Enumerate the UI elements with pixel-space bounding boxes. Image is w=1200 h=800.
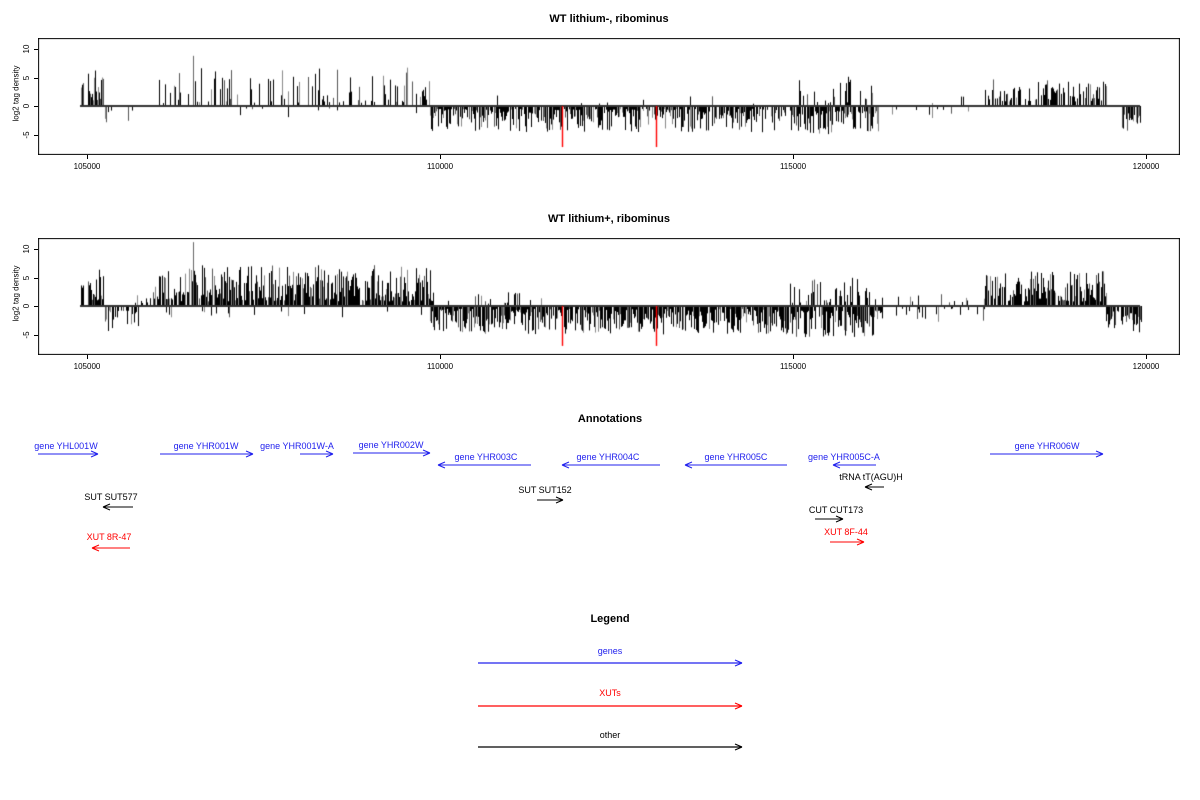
annotations-heading: Annotations (577, 413, 643, 425)
y-axis-tick (34, 306, 38, 307)
x-tick-label: 105000 (73, 362, 101, 371)
y-tick-label: 10 (22, 244, 31, 254)
x-axis-tick (440, 155, 441, 159)
gene-annotation-label: gene YHR006W (1014, 441, 1080, 451)
legend-item-label: XUTs (599, 688, 621, 698)
x-tick-label: 110000 (426, 162, 454, 171)
y-tick-label: -5 (22, 130, 31, 139)
feature-annotation-arrow (102, 503, 133, 511)
gene-annotation-label: gene YHR001W-A (260, 441, 334, 451)
x-axis-tick (1146, 355, 1147, 359)
xut-annotation-label: XUT 8R-47 (86, 532, 132, 542)
x-tick-label: 120000 (1132, 162, 1160, 171)
xut-annotation-arrow (830, 538, 865, 546)
y-axis-tick (34, 77, 38, 79)
y-tick-label: 5 (22, 275, 31, 280)
legend-item-arrow (478, 659, 743, 667)
xut-annotation-label: XUT 8F-44 (824, 527, 868, 537)
legend-item-label: other (599, 730, 621, 740)
x-tick-label: 115000 (779, 362, 807, 371)
x-tick-label: 110000 (426, 362, 454, 371)
y-axis-tick (34, 249, 38, 250)
feature-annotation-label: SUT SUT577 (84, 492, 138, 502)
y-tick-label: 0 (22, 303, 31, 309)
gene-annotation-arrow (990, 450, 1104, 458)
gene-annotation-label: gene YHR005C (704, 452, 768, 462)
x-tick-label: 105000 (73, 162, 101, 171)
gene-annotation-arrow (561, 461, 660, 469)
x-axis-tick (87, 155, 88, 159)
gene-annotation-arrow (300, 450, 334, 458)
feature-annotation-arrow (815, 515, 844, 523)
y-axis-tick (34, 277, 38, 279)
x-axis-tick (793, 155, 794, 159)
x-axis-tick (793, 355, 794, 359)
x-tick-label: 115000 (779, 162, 807, 171)
legend-item-label: genes (597, 646, 623, 656)
gene-annotation-arrow (38, 450, 99, 458)
feature-annotation-arrow (537, 496, 564, 504)
gene-annotation-arrow (684, 461, 787, 469)
gene-annotation-label: gene YHR004C (576, 452, 640, 462)
y-axis-tick (34, 106, 38, 107)
y-axis-tick (34, 49, 38, 50)
x-tick-label: 120000 (1132, 362, 1160, 371)
gene-annotation-label: gene YHR001W (173, 441, 239, 451)
feature-annotation-label: SUT SUT152 (518, 485, 572, 495)
gene-annotation-label: gene YHR002W (358, 440, 424, 450)
legend-heading: Legend (590, 613, 630, 625)
y-tick-label: -5 (22, 330, 31, 339)
gene-annotation-label: gene YHR003C (454, 452, 518, 462)
gene-annotation-arrow (832, 461, 876, 469)
x-axis-tick (440, 355, 441, 359)
feature-annotation-label: tRNA tT(AGU)H (839, 472, 903, 482)
panel-title-plus: WT lithium+, ribominus (548, 213, 670, 225)
feature-annotation-arrow (864, 483, 884, 491)
feature-annotation-label: CUT CUT173 (808, 505, 864, 515)
panel-title-minus: WT lithium-, ribominus (549, 13, 669, 25)
gene-annotation-arrow (160, 450, 254, 458)
y-tick-label: 0 (22, 103, 31, 109)
legend-item-arrow (478, 702, 743, 710)
y-tick-label: 5 (22, 75, 31, 80)
gene-annotation-label: gene YHR005C-A (808, 452, 880, 462)
gene-annotation-arrow (353, 449, 431, 457)
y-tick-label: 10 (22, 44, 31, 54)
legend-item-arrow (478, 743, 743, 751)
y-axis-tick (34, 134, 38, 136)
x-axis-tick (87, 355, 88, 359)
coverage-plot-minus (38, 38, 1180, 155)
x-axis-tick (1146, 155, 1147, 159)
gene-annotation-label: gene YHL001W (34, 441, 98, 451)
y-axis-tick (34, 334, 38, 336)
gene-annotation-arrow (437, 461, 531, 469)
coverage-plot-plus (38, 238, 1180, 355)
xut-annotation-arrow (91, 544, 130, 552)
